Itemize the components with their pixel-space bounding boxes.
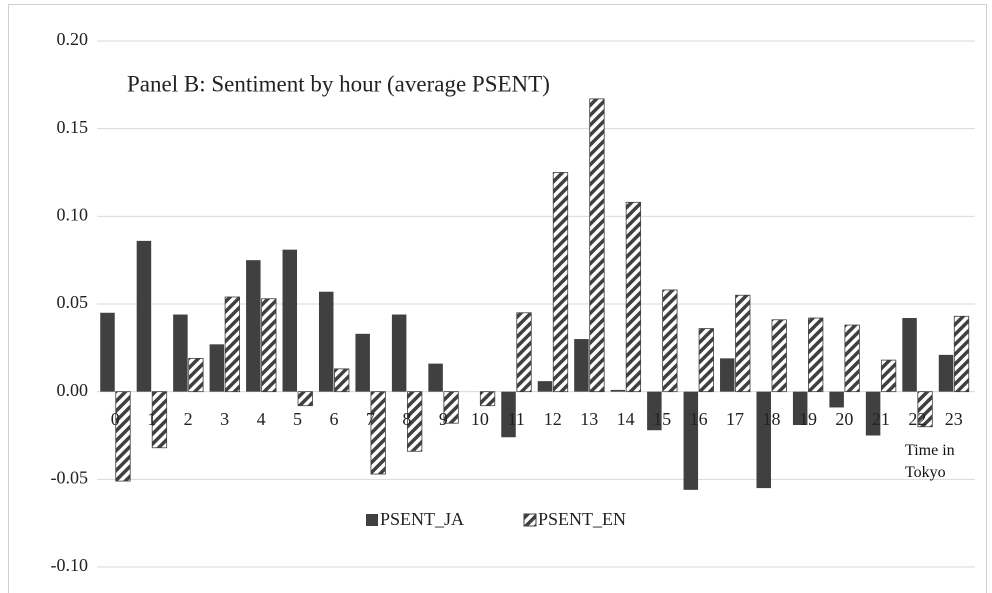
bar	[209, 344, 225, 392]
bar	[479, 391, 496, 407]
bar	[720, 358, 735, 392]
bar	[574, 339, 589, 392]
bar	[808, 317, 824, 393]
x-tick-label: 11	[508, 409, 525, 429]
y-tick-label: -0.05	[51, 467, 89, 487]
bar	[683, 391, 699, 490]
x-tick-label: 17	[726, 409, 744, 429]
bar	[246, 260, 261, 392]
bar	[370, 391, 386, 475]
x-tick-label: 20	[835, 409, 853, 429]
legend-swatch	[366, 514, 378, 526]
x-tick-label: 4	[257, 409, 266, 429]
bar	[844, 324, 860, 393]
bar	[625, 201, 642, 393]
x-tick-label: 13	[580, 409, 598, 429]
bar	[880, 359, 897, 393]
bar	[610, 389, 626, 392]
bar	[100, 312, 115, 392]
y-tick-label: 0.00	[57, 380, 89, 400]
bar	[136, 240, 152, 392]
x-tick-label: 1	[147, 409, 156, 429]
legend-label: PSENT_EN	[538, 509, 626, 529]
bar	[938, 354, 954, 392]
bar	[647, 391, 662, 431]
x-tick-label: 2	[184, 409, 193, 429]
legend-swatch	[523, 513, 537, 527]
bar	[115, 391, 131, 482]
x-tick-label: 12	[544, 409, 562, 429]
bar	[151, 391, 168, 449]
x-tick-label: 23	[945, 409, 963, 429]
bar	[443, 391, 459, 424]
bar	[771, 319, 787, 393]
bar	[516, 312, 532, 393]
x-tick-label: 18	[762, 409, 780, 429]
x-tick-label: 15	[653, 409, 671, 429]
bar	[406, 391, 423, 452]
y-tick-label: -0.10	[51, 555, 89, 575]
bar	[537, 381, 553, 392]
bar	[756, 391, 771, 489]
x-tick-label: 14	[617, 409, 635, 429]
x-tick-label: 10	[471, 409, 489, 429]
bar	[224, 296, 241, 393]
bar	[662, 289, 678, 393]
x-tick-label: 16	[690, 409, 708, 429]
x-tick-label: 8	[402, 409, 411, 429]
y-tick-label: 0.20	[57, 29, 89, 49]
bar	[902, 318, 917, 392]
bar	[282, 249, 298, 392]
bar	[829, 391, 844, 408]
bar	[953, 315, 970, 393]
x-tick-label: 3	[220, 409, 229, 429]
bar	[355, 333, 370, 392]
x-axis-label: Time in Tokyo	[905, 442, 955, 481]
y-tick-label: 0.15	[57, 117, 89, 137]
bar	[792, 391, 808, 425]
bar	[334, 368, 350, 393]
bar	[589, 98, 605, 393]
x-tick-label: 19	[799, 409, 817, 429]
bar	[735, 294, 751, 393]
bar	[917, 391, 933, 428]
bar	[552, 172, 569, 393]
bar	[428, 363, 443, 392]
bar	[297, 391, 313, 407]
chart-border	[8, 4, 987, 593]
x-tick-label: 9	[439, 409, 448, 429]
bar	[391, 314, 407, 392]
x-tick-label: 5	[293, 409, 302, 429]
chart-title: Panel B: Sentiment by hour (average PSEN…	[127, 71, 550, 96]
bar	[261, 298, 277, 393]
y-tick-label: 0.05	[57, 292, 89, 312]
x-tick-label: 0	[111, 409, 120, 429]
bar	[173, 314, 188, 392]
x-tick-label: 6	[329, 409, 338, 429]
x-tick-label: 7	[366, 409, 375, 429]
bar	[318, 291, 334, 392]
x-tick-label: 21	[872, 409, 890, 429]
bar	[188, 357, 204, 393]
bar	[501, 391, 516, 438]
bar	[698, 328, 714, 393]
y-tick-label: 0.10	[57, 204, 89, 224]
legend-label: PSENT_JA	[380, 509, 464, 529]
x-tick-label: 22	[908, 409, 926, 429]
bar	[865, 391, 881, 436]
